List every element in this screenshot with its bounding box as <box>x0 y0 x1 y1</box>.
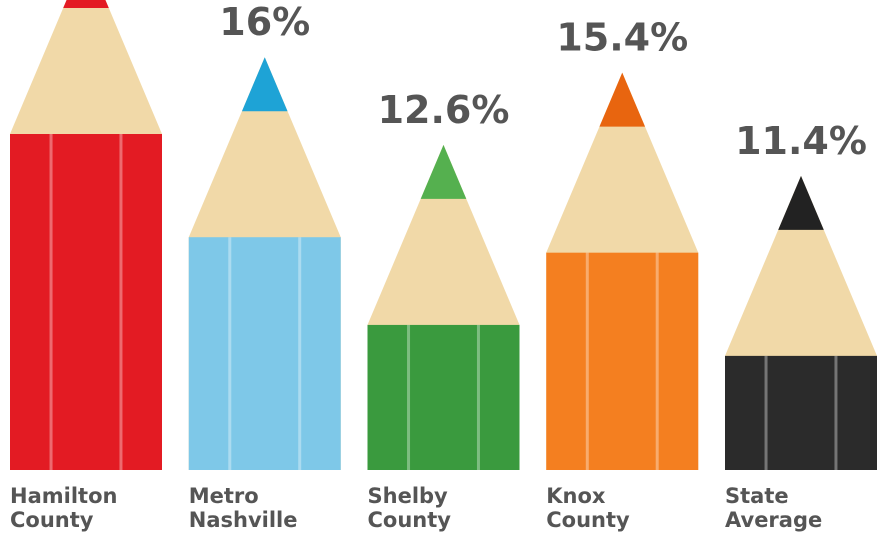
category-label: Metro Nashville <box>188 484 298 532</box>
pencil-lead <box>241 57 288 112</box>
pencil-lead <box>778 175 824 230</box>
pencil-body <box>10 134 162 470</box>
pencil-lead <box>63 0 109 8</box>
pencil-lead <box>420 144 467 199</box>
pencil-body <box>188 237 341 470</box>
pencil-body <box>546 252 699 470</box>
category-label: State Average <box>725 484 823 532</box>
value-label: 11.4% <box>735 119 867 163</box>
pencil-lead <box>599 72 646 127</box>
value-label: 15.4% <box>556 16 688 60</box>
pencil-body <box>367 324 520 470</box>
category-label: Hamilton County <box>10 484 118 532</box>
category-label: Knox County <box>546 484 630 532</box>
value-label: 16% <box>219 0 310 44</box>
pencil-body <box>725 355 877 470</box>
value-label: 12.6% <box>378 88 510 132</box>
category-label: Shelby County <box>367 484 451 532</box>
